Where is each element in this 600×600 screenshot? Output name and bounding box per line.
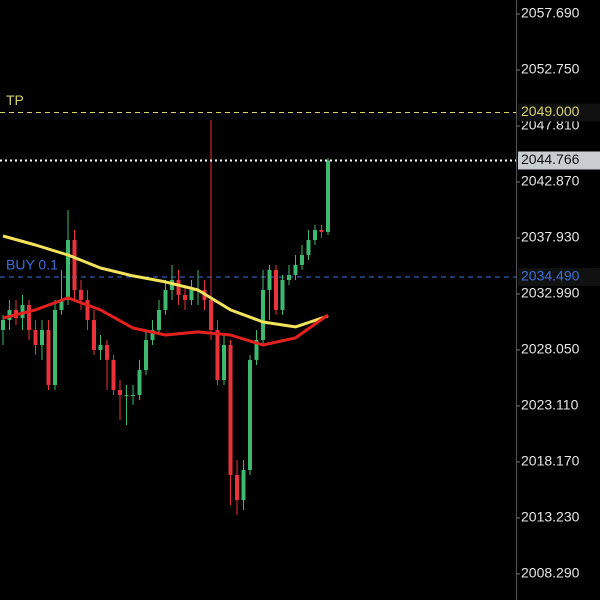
candle-body <box>53 309 57 385</box>
candle-body <box>79 289 83 300</box>
candle-body <box>124 394 129 396</box>
y-tick-label: 2018.170 <box>521 453 580 469</box>
y-tick-label: 2037.930 <box>521 229 580 245</box>
moving-average <box>2 296 329 347</box>
y-tick-label: 2052.750 <box>521 61 580 77</box>
candle-body <box>293 264 298 276</box>
candle-body <box>254 339 259 360</box>
candle-body <box>46 330 51 385</box>
candle-body <box>261 289 265 340</box>
candle-body <box>150 330 155 340</box>
candle-body <box>222 344 226 380</box>
candle-body <box>267 269 272 290</box>
candle-body <box>306 240 311 255</box>
candle-body <box>144 339 148 371</box>
candle-body <box>183 294 187 300</box>
candle-body <box>131 394 135 396</box>
y-tick-label: 2057.690 <box>521 5 580 21</box>
candle-body <box>189 289 194 300</box>
candle-body <box>1 320 5 331</box>
level-price: 2034.490 <box>521 268 580 284</box>
candle-body <box>33 330 38 345</box>
moving-average <box>2 234 329 329</box>
y-tick-label: 2028.050 <box>521 341 580 357</box>
candle-body <box>118 389 122 395</box>
candle-body <box>313 230 317 241</box>
candle-body <box>157 309 161 331</box>
candle-body <box>228 344 233 475</box>
candle-body <box>319 230 324 232</box>
candle-body <box>235 474 239 501</box>
candle-body <box>85 299 90 321</box>
candle-body <box>176 280 181 295</box>
y-tick-label: 2023.110 <box>521 397 579 413</box>
candle-body <box>111 359 116 390</box>
current-price-box <box>518 151 600 170</box>
level-price-box <box>518 103 600 122</box>
level-name: TP <box>6 92 24 108</box>
candle-body <box>248 359 252 470</box>
y-tick-label: 2013.230 <box>521 509 580 525</box>
candle-body <box>72 240 77 290</box>
candle-body <box>326 160 330 232</box>
y-tick-label: 2008.290 <box>521 565 580 581</box>
candle-body <box>66 240 70 300</box>
y-tick-label: 2042.870 <box>521 173 580 189</box>
candle-body <box>105 344 109 360</box>
candle-body <box>27 304 31 331</box>
y-tick-label: 2032.990 <box>521 285 580 301</box>
candle-body <box>274 269 278 310</box>
candle-body <box>40 330 44 345</box>
current-price-label: 2044.766 <box>521 151 580 167</box>
candle-body <box>20 304 25 318</box>
candle-body <box>300 254 304 265</box>
level-price: 2049.000 <box>521 103 580 119</box>
candle-body <box>98 344 103 350</box>
candle-body <box>215 330 220 380</box>
level-price-box <box>518 267 600 286</box>
candle-body <box>280 280 285 310</box>
level-name: BUY 0.1 <box>6 257 58 273</box>
candle-body <box>163 289 168 310</box>
candle-body <box>209 299 213 331</box>
candle-body <box>241 469 246 501</box>
candle-body <box>287 275 291 281</box>
candle-body <box>59 299 64 310</box>
candle-body <box>137 370 142 395</box>
candle-body <box>92 320 96 350</box>
